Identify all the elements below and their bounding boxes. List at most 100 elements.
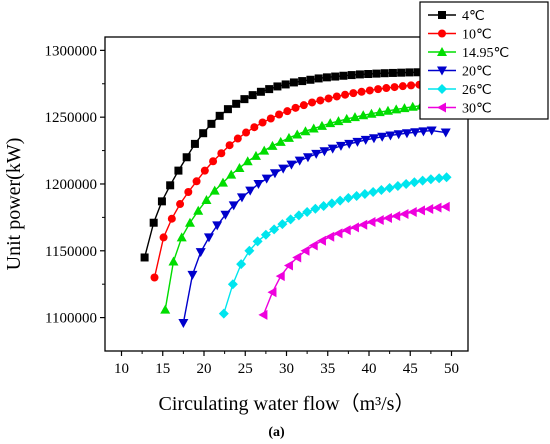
data-point <box>302 153 313 163</box>
data-point <box>351 191 362 202</box>
data-point <box>209 157 218 166</box>
data-point <box>382 84 391 93</box>
data-point <box>399 209 409 220</box>
data-point <box>187 270 198 280</box>
legend: 4℃ 10℃ 14.95℃ 20℃ 26℃ 30℃ <box>419 1 549 120</box>
data-point <box>401 129 412 139</box>
series-line <box>182 129 446 324</box>
data-point <box>203 233 214 243</box>
data-point <box>167 214 176 223</box>
panel-label: (a) <box>268 425 285 440</box>
data-point <box>258 309 268 320</box>
data-point <box>344 139 355 149</box>
data-point <box>160 304 171 314</box>
data-point <box>366 108 377 118</box>
data-point <box>166 181 175 190</box>
data-point <box>333 228 343 239</box>
legend-label: 30℃ <box>462 102 492 117</box>
data-point <box>341 225 351 236</box>
data-point <box>233 134 242 143</box>
data-point <box>240 95 249 104</box>
data-point <box>347 71 356 80</box>
data-point <box>275 136 286 146</box>
series-2 <box>160 96 451 314</box>
data-point <box>217 177 228 187</box>
data-point <box>308 240 318 251</box>
legend-label: 10℃ <box>462 28 492 43</box>
data-point <box>308 123 319 133</box>
series-4 <box>218 172 452 319</box>
data-point <box>217 149 226 158</box>
data-point <box>343 193 354 204</box>
data-point <box>223 105 232 114</box>
legend-label: 14.95℃ <box>462 46 509 61</box>
data-point <box>209 185 220 195</box>
data-point <box>415 205 425 216</box>
data-point <box>273 82 282 91</box>
data-point <box>236 193 247 203</box>
data-point <box>407 207 417 218</box>
data-point <box>322 73 331 82</box>
data-point <box>267 140 278 150</box>
data-point <box>242 156 253 166</box>
data-point <box>218 308 229 319</box>
data-point <box>407 101 418 111</box>
data-point <box>374 85 383 94</box>
data-point <box>393 130 404 140</box>
data-point <box>278 164 289 174</box>
data-point <box>327 144 338 154</box>
data-point <box>283 107 292 116</box>
data-point <box>250 123 259 132</box>
data-point <box>281 80 290 89</box>
data-point <box>349 112 360 122</box>
data-point <box>398 82 407 91</box>
data-point <box>294 156 305 166</box>
data-point <box>333 116 344 126</box>
data-point <box>227 279 238 290</box>
data-point <box>425 174 436 185</box>
data-point <box>275 271 285 282</box>
data-point <box>374 215 384 226</box>
y-tick-label: 1100000 <box>45 311 97 327</box>
data-point <box>250 150 261 160</box>
data-point <box>269 169 280 179</box>
data-point <box>410 128 421 138</box>
data-point <box>199 129 208 138</box>
data-point <box>190 139 199 148</box>
data-point <box>316 235 326 246</box>
data-point <box>374 107 385 117</box>
data-point <box>308 98 317 107</box>
data-point <box>397 68 406 77</box>
data-point <box>292 129 303 139</box>
data-point <box>215 111 224 120</box>
y-tick-label: 1300000 <box>45 43 98 59</box>
data-point <box>364 70 373 79</box>
data-point <box>424 203 434 214</box>
legend-marker <box>437 47 447 56</box>
data-point <box>391 211 401 222</box>
data-point <box>149 218 158 227</box>
data-point <box>326 198 337 209</box>
data-point <box>409 177 420 188</box>
data-point <box>300 245 310 256</box>
data-point <box>316 120 327 130</box>
data-point <box>140 253 149 262</box>
data-point <box>299 101 308 110</box>
data-point <box>388 68 397 77</box>
data-point <box>357 87 366 96</box>
x-tick-label: 20 <box>197 361 212 377</box>
data-point <box>372 69 381 78</box>
data-point <box>150 273 159 282</box>
data-point <box>319 147 330 157</box>
data-point <box>244 245 255 256</box>
data-point <box>291 103 300 112</box>
legend-marker <box>438 29 446 38</box>
data-point <box>193 205 204 215</box>
data-point <box>289 78 298 87</box>
data-point <box>366 217 376 228</box>
legend-box <box>419 1 549 120</box>
data-point <box>157 197 166 206</box>
data-point <box>184 187 193 196</box>
series-3 <box>178 126 451 328</box>
data-point <box>226 169 237 179</box>
